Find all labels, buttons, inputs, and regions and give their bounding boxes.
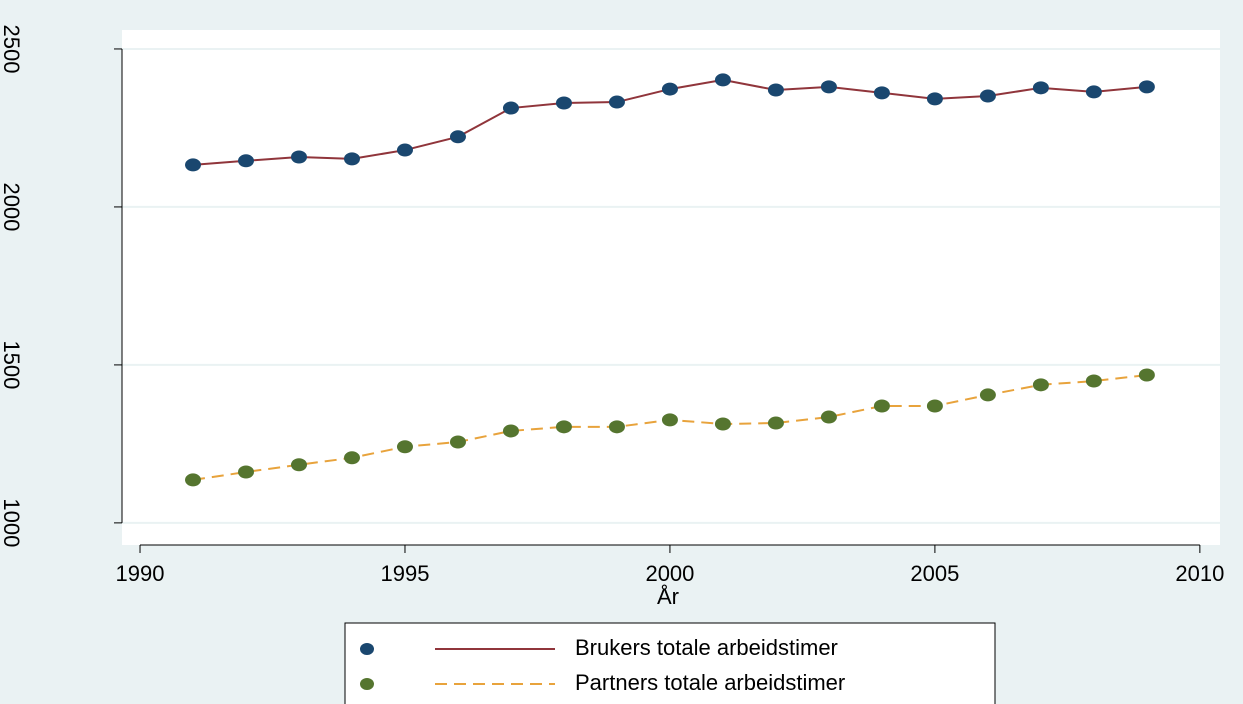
plot-area bbox=[122, 30, 1220, 545]
marker bbox=[926, 399, 943, 413]
marker bbox=[820, 80, 837, 94]
marker bbox=[714, 417, 731, 431]
marker bbox=[502, 424, 519, 438]
y-tick-label: 2500 bbox=[0, 24, 24, 73]
marker bbox=[290, 458, 307, 472]
marker bbox=[343, 152, 360, 166]
marker bbox=[820, 410, 837, 424]
marker bbox=[290, 150, 307, 164]
marker bbox=[238, 154, 255, 168]
x-tick-label: 2010 bbox=[1175, 561, 1224, 586]
marker bbox=[767, 416, 784, 430]
legend-box bbox=[344, 622, 996, 704]
marker bbox=[926, 92, 943, 106]
y-tick-label: 2000 bbox=[0, 182, 24, 231]
marker bbox=[661, 82, 678, 96]
marker bbox=[555, 96, 572, 110]
x-axis-title: År bbox=[657, 584, 679, 609]
legend-label: Brukers totale arbeidstimer bbox=[575, 635, 838, 660]
marker bbox=[873, 86, 890, 100]
marker bbox=[873, 399, 890, 413]
marker bbox=[661, 413, 678, 427]
marker bbox=[1085, 85, 1102, 99]
y-tick-label: 1000 bbox=[0, 498, 24, 547]
marker bbox=[1138, 80, 1155, 94]
x-tick-label: 2005 bbox=[910, 561, 959, 586]
marker bbox=[555, 420, 572, 434]
y-tick-label: 1500 bbox=[0, 340, 24, 389]
marker bbox=[343, 451, 360, 465]
marker bbox=[502, 101, 519, 115]
marker bbox=[1085, 374, 1102, 388]
marker bbox=[979, 89, 996, 103]
marker bbox=[608, 420, 625, 434]
marker bbox=[185, 158, 202, 172]
marker bbox=[767, 83, 784, 97]
marker bbox=[449, 130, 466, 144]
marker bbox=[1138, 368, 1155, 382]
x-tick-label: 2000 bbox=[645, 561, 694, 586]
marker bbox=[1032, 378, 1049, 392]
marker bbox=[714, 73, 731, 87]
marker bbox=[608, 95, 625, 109]
marker bbox=[396, 143, 413, 157]
marker bbox=[238, 465, 255, 479]
marker bbox=[185, 473, 202, 487]
legend-marker bbox=[360, 643, 374, 655]
legend-marker bbox=[360, 678, 374, 690]
marker bbox=[449, 435, 466, 449]
marker bbox=[1032, 81, 1049, 95]
marker bbox=[979, 388, 996, 402]
x-tick-label: 1990 bbox=[116, 561, 165, 586]
legend-label: Partners totale arbeidstimer bbox=[575, 670, 845, 695]
marker bbox=[396, 440, 413, 454]
x-tick-label: 1995 bbox=[381, 561, 430, 586]
